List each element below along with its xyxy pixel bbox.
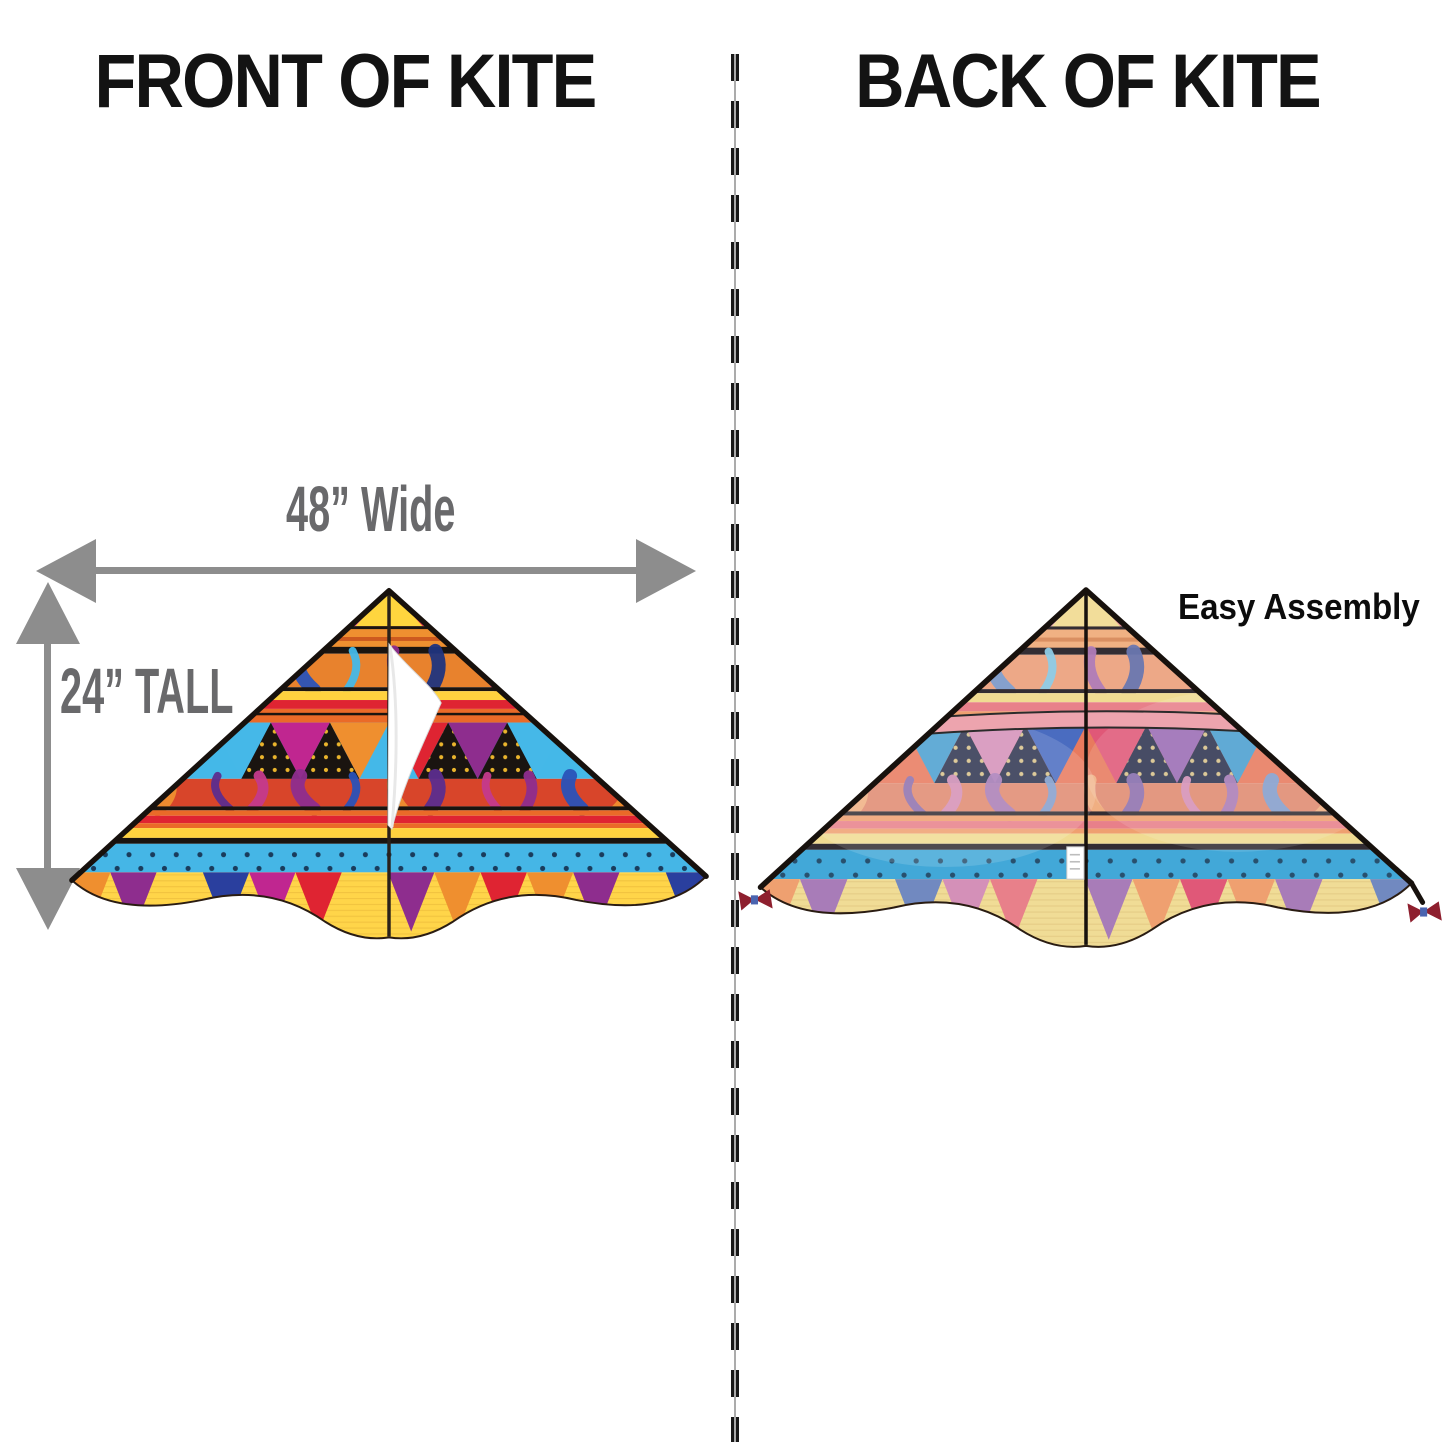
arrowhead-right-icon xyxy=(636,539,696,603)
width-dimension-arrow xyxy=(36,537,696,605)
back-kite-title: BACK OF KITE xyxy=(855,39,1322,124)
height-dimension-label: 24” TALL xyxy=(60,655,234,727)
divider-dashed-line xyxy=(731,54,739,1442)
arrow-shaft xyxy=(44,634,51,878)
arrowhead-down-icon xyxy=(16,868,80,930)
arrow-shaft xyxy=(91,567,641,574)
front-kite-graphic xyxy=(69,588,709,940)
width-dimension-label: 48” Wide xyxy=(286,473,456,545)
front-kite-title: FRONT OF KITE xyxy=(94,39,598,124)
height-dimension-arrow xyxy=(15,582,81,930)
arrowhead-up-icon xyxy=(16,582,80,644)
easy-assembly-label: Easy Assembly xyxy=(1178,586,1420,627)
back-kite-graphic xyxy=(738,587,1442,948)
